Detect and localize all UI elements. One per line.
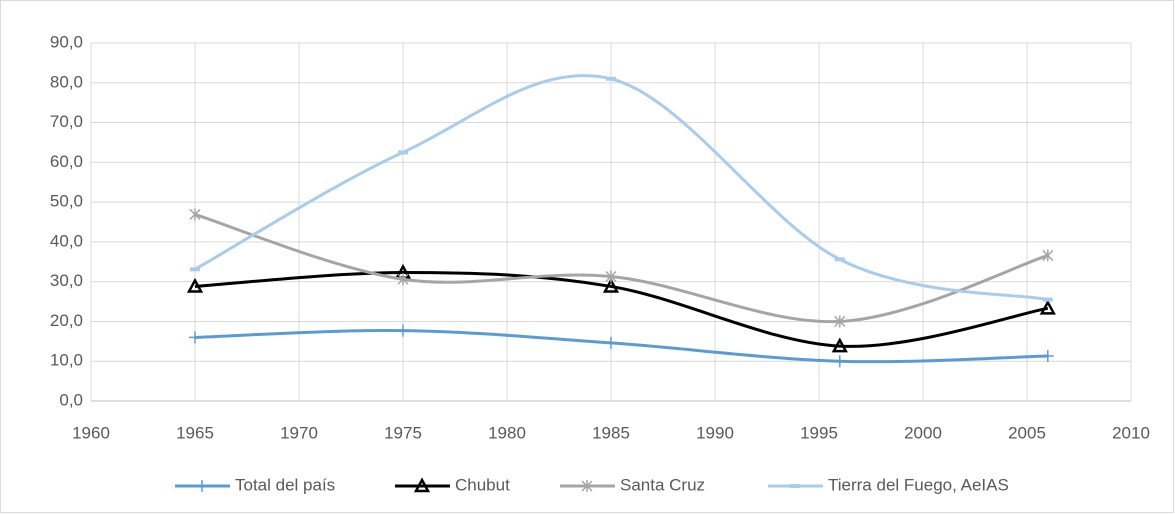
x-tick-label: 1985 [592,423,630,442]
y-tick-label: 50,0 [50,192,83,211]
marker [1039,299,1056,315]
x-tick-label: 1980 [488,423,526,442]
x-tick-label: 2010 [1112,423,1150,442]
marker [1042,249,1054,262]
y-tick-label: 10,0 [50,351,83,370]
y-tick-label: 90,0 [50,32,83,51]
marker [189,331,201,344]
x-tick-label: 2000 [904,423,942,442]
legend-label: Tierra del Fuego, AeIAS [828,475,1009,494]
legend-item: Chubut [395,475,510,494]
x-tick-label: 1975 [384,423,422,442]
marker [397,273,409,286]
legend-item: Total del país [175,475,335,494]
marker [186,277,204,293]
x-tick-label: 2005 [1008,423,1046,442]
y-tick-label: 80,0 [50,72,83,91]
marker [834,315,846,328]
legend-item: Tierra del Fuego, AeIAS [768,475,1009,494]
marker [1041,350,1054,363]
y-tick-label: 0,0 [59,390,83,409]
marker [196,480,208,492]
x-tick-label: 1995 [800,423,838,442]
marker [605,336,617,349]
x-tick-label: 1970 [280,423,318,442]
marker [413,477,431,493]
marker [831,337,848,353]
y-tick-label: 70,0 [50,112,83,131]
marker [189,208,201,221]
x-tick-label: 1965 [176,423,214,442]
series-line [194,271,1049,348]
legend-label: Total del país [235,475,335,494]
y-tick-label: 40,0 [50,231,83,250]
y-tick-label: 60,0 [50,152,83,171]
x-tick-label: 1990 [696,423,734,442]
legend-label: Chubut [455,475,510,494]
x-tick-label: 1960 [72,423,110,442]
legend-label: Santa Cruz [620,475,705,494]
marker [581,480,593,492]
marker [602,277,620,293]
y-tick-label: 30,0 [50,271,83,290]
marker [833,355,846,368]
marker [605,270,617,283]
marker [397,324,409,337]
y-tick-label: 20,0 [50,311,83,330]
legend-item: Santa Cruz [560,475,705,494]
